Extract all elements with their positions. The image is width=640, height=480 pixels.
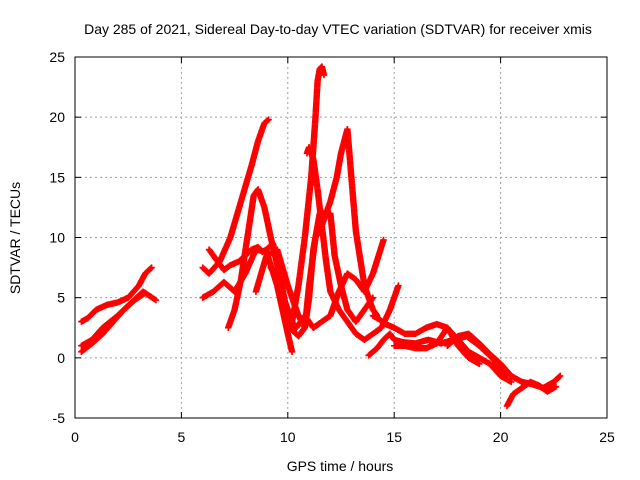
data-point [288, 348, 296, 356]
data-point [152, 296, 160, 304]
data-point [395, 282, 402, 289]
data-point [147, 265, 154, 272]
data-point [556, 372, 564, 380]
x-tick-label: 10 [280, 429, 296, 445]
y-tick-label: 0 [57, 350, 65, 366]
data-point [264, 117, 271, 124]
data-point [320, 71, 328, 79]
series-arc-10 [303, 144, 402, 343]
x-tick-label: 20 [493, 429, 509, 445]
x-tick-label: 5 [178, 429, 186, 445]
data-point [380, 236, 387, 244]
y-axis-label: SDTVAR / TECUs [7, 182, 23, 294]
data-point [148, 264, 155, 271]
series-arc-1 [78, 264, 155, 325]
grid [75, 57, 607, 418]
y-tick-label: 15 [49, 169, 65, 185]
series-arc-12 [369, 312, 483, 368]
y-tick-label: 25 [49, 49, 65, 65]
series-arc-3 [78, 289, 149, 356]
data-point [556, 373, 563, 380]
chart-title: Day 285 of 2021, Sidereal Day-to-day VTE… [84, 21, 592, 37]
x-tick-label: 15 [386, 429, 402, 445]
data-marks [78, 63, 564, 410]
series-arc-15 [503, 378, 560, 410]
x-tick-label: 0 [71, 429, 79, 445]
x-axis-label: GPS time / hours [287, 458, 394, 474]
data-point [476, 360, 483, 368]
data-point [552, 383, 560, 390]
y-tick-label: 5 [57, 290, 65, 306]
y-tick-label: 10 [49, 230, 65, 246]
y-tick-label: 20 [49, 109, 65, 125]
data-point [508, 378, 515, 386]
data-point [369, 294, 377, 301]
series-arc-4 [199, 116, 272, 277]
x-tick-label: 25 [599, 429, 615, 445]
y-tick-label: -5 [53, 410, 66, 426]
series-arc-9 [267, 210, 377, 340]
data-point [265, 116, 272, 123]
data-point [142, 289, 149, 297]
axis-ticks: 0 5 10 15 20 25 -5 0 5 10 15 20 25 [49, 49, 615, 445]
